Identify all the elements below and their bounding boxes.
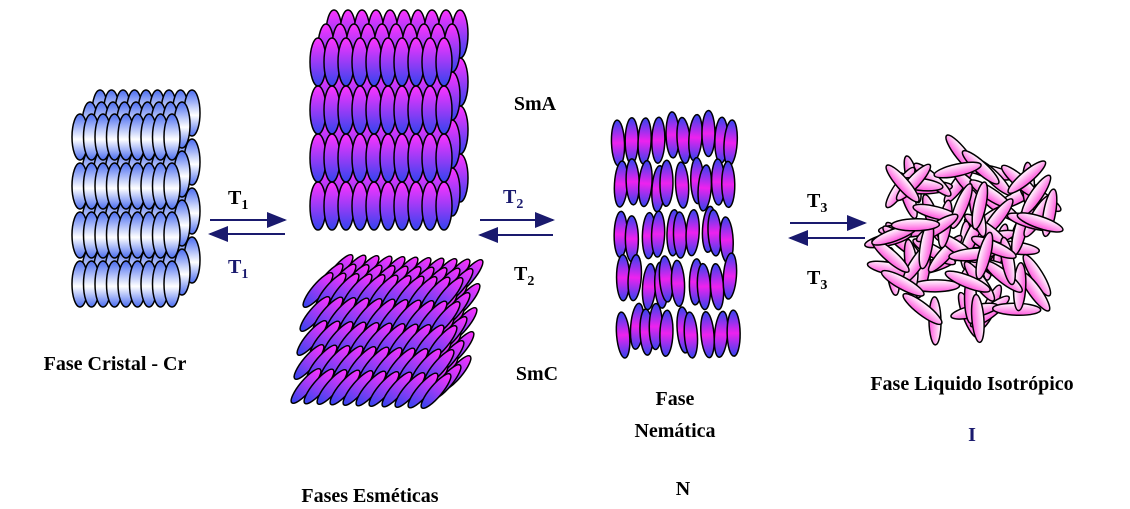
transition-label: T3 bbox=[807, 267, 827, 293]
molecule bbox=[944, 270, 991, 293]
molecule bbox=[975, 231, 994, 280]
molecule bbox=[722, 252, 738, 300]
molecule bbox=[672, 211, 688, 259]
transition-label: T2 bbox=[503, 186, 523, 212]
molecule bbox=[688, 113, 703, 162]
phase-symbol: I bbox=[968, 424, 976, 446]
transition-label: T1 bbox=[228, 256, 248, 282]
molecule bbox=[659, 309, 674, 357]
molecule bbox=[1016, 212, 1064, 233]
molecule bbox=[163, 113, 181, 161]
molecule bbox=[709, 263, 725, 311]
molecule bbox=[624, 117, 639, 165]
molecule bbox=[625, 158, 640, 206]
molecule bbox=[659, 159, 674, 208]
molecule bbox=[902, 292, 943, 326]
transition-label: T3 bbox=[807, 190, 827, 216]
molecule bbox=[721, 160, 736, 209]
molecule bbox=[970, 293, 985, 344]
molecule bbox=[615, 311, 631, 359]
phase-label: Nemática bbox=[634, 420, 715, 442]
molecule bbox=[163, 260, 181, 308]
molecule bbox=[670, 259, 686, 308]
molecule bbox=[435, 133, 453, 183]
molecule bbox=[420, 372, 452, 410]
molecule bbox=[890, 218, 941, 232]
molecule bbox=[933, 161, 982, 179]
molecule bbox=[627, 253, 643, 302]
molecule bbox=[880, 269, 925, 297]
molecule bbox=[637, 117, 652, 165]
molecule bbox=[885, 164, 920, 203]
molecule bbox=[726, 309, 741, 357]
transition-label: T2 bbox=[514, 263, 534, 289]
molecule bbox=[163, 211, 181, 259]
transition-label: T1 bbox=[228, 187, 248, 213]
molecules bbox=[71, 9, 1064, 410]
molecule bbox=[435, 181, 453, 231]
phase-label: Fase Cristal - Cr bbox=[44, 353, 187, 375]
phase-symbol: N bbox=[676, 478, 691, 500]
molecule bbox=[435, 37, 453, 87]
molecule bbox=[163, 162, 181, 210]
phase-label: SmA bbox=[514, 93, 557, 115]
molecule bbox=[637, 159, 653, 208]
phase-label: Fases Esméticas bbox=[301, 485, 438, 507]
molecule bbox=[971, 181, 989, 230]
molecule bbox=[700, 311, 715, 359]
phase-label: Fase bbox=[656, 388, 695, 410]
molecule bbox=[610, 119, 626, 167]
molecule bbox=[701, 109, 716, 158]
molecule bbox=[674, 161, 690, 209]
molecule bbox=[650, 210, 666, 258]
molecule bbox=[1007, 160, 1047, 195]
phase-label: Fase Liquido Isotrópico bbox=[870, 373, 1073, 395]
molecule bbox=[685, 208, 700, 257]
molecule bbox=[683, 311, 699, 359]
molecule bbox=[435, 85, 453, 135]
phase-label: SmC bbox=[516, 363, 558, 385]
molecule bbox=[651, 116, 666, 164]
